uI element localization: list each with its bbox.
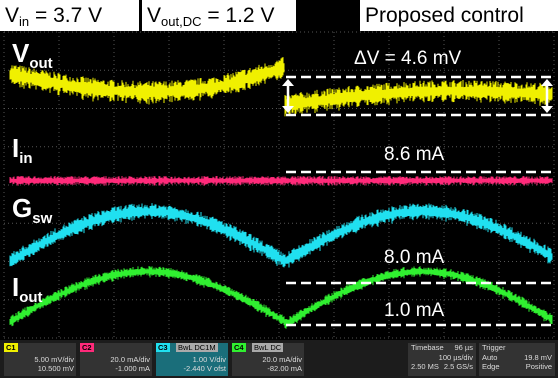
annotation: 8.6 mA (384, 144, 444, 166)
waveform (10, 176, 552, 186)
scale: 20.0 mA/div (232, 355, 302, 364)
text: out (19, 289, 42, 306)
waveform (10, 203, 552, 267)
text: 2.5 GS/s (444, 362, 473, 372)
waveform (10, 57, 552, 116)
text: 19.8 mV (524, 353, 552, 363)
channel-id: C1 (4, 343, 18, 352)
scope-screenshot: Vin = 3.7 V Vout,DC = 1.2 V Proposed con… (0, 0, 558, 378)
text: in (19, 14, 29, 29)
text: 96 µs (455, 343, 474, 353)
trace-label: Iin (12, 133, 33, 167)
text: Positive (526, 362, 552, 372)
channel-id: C3 (156, 343, 170, 352)
text: out,DC (161, 14, 201, 29)
channel-cell[interactable]: C4 BwL DC 20.0 mA/div-82.00 mA (232, 343, 304, 376)
text: 100 µs/div (411, 353, 473, 363)
offset: -1.000 mA (80, 364, 150, 373)
text: Proposed control (365, 4, 524, 27)
text: in (19, 150, 32, 167)
coupling: BwL DC1M (176, 343, 218, 352)
text: = 1.2 V (201, 4, 274, 27)
annotation: ΔV = 4.6 mV (354, 48, 461, 70)
trace-label: Gsw (12, 193, 52, 227)
text: = 3.7 V (29, 4, 102, 27)
vin-box: Vin = 3.7 V (0, 0, 139, 31)
scale: 5.00 mV/div (4, 355, 74, 364)
trace-label: Vout (12, 38, 53, 72)
mode-box: Proposed control (360, 0, 558, 31)
annotation: 8.0 mA (384, 247, 444, 269)
text: V (5, 4, 19, 27)
scope-screen (0, 0, 558, 340)
offset: 10.500 mV (4, 364, 74, 373)
text: V (147, 4, 161, 27)
offset: -82.00 mA (232, 364, 302, 373)
scale: 20.0 mA/div (80, 355, 150, 364)
channel-id: C4 (232, 343, 246, 352)
text: sw (32, 210, 52, 227)
offset: -2.440 V ofst (156, 364, 226, 373)
vout-dc-box: Vout,DC = 1.2 V (142, 0, 296, 31)
text: out (29, 55, 52, 72)
channel-id: C2 (80, 343, 94, 352)
text: G (12, 193, 32, 223)
text: 2.50 MS (411, 362, 439, 371)
scale: 1.00 V/div (156, 355, 226, 364)
channel-cell[interactable]: C3 BwL DC1M 1.00 V/div-2.440 V ofst (156, 343, 228, 376)
text: Auto (482, 353, 497, 362)
text: Trigger (482, 343, 552, 353)
channel-cell[interactable]: C2 20.0 mA/div-1.000 mA (80, 343, 152, 376)
coupling: BwL DC (252, 343, 283, 352)
text: V (12, 38, 29, 68)
text: Timebase (411, 343, 444, 352)
annotation: 1.0 mA (384, 300, 444, 322)
trace-label: Iout (12, 272, 43, 306)
waveform (10, 266, 552, 329)
text: Edge (482, 362, 500, 371)
